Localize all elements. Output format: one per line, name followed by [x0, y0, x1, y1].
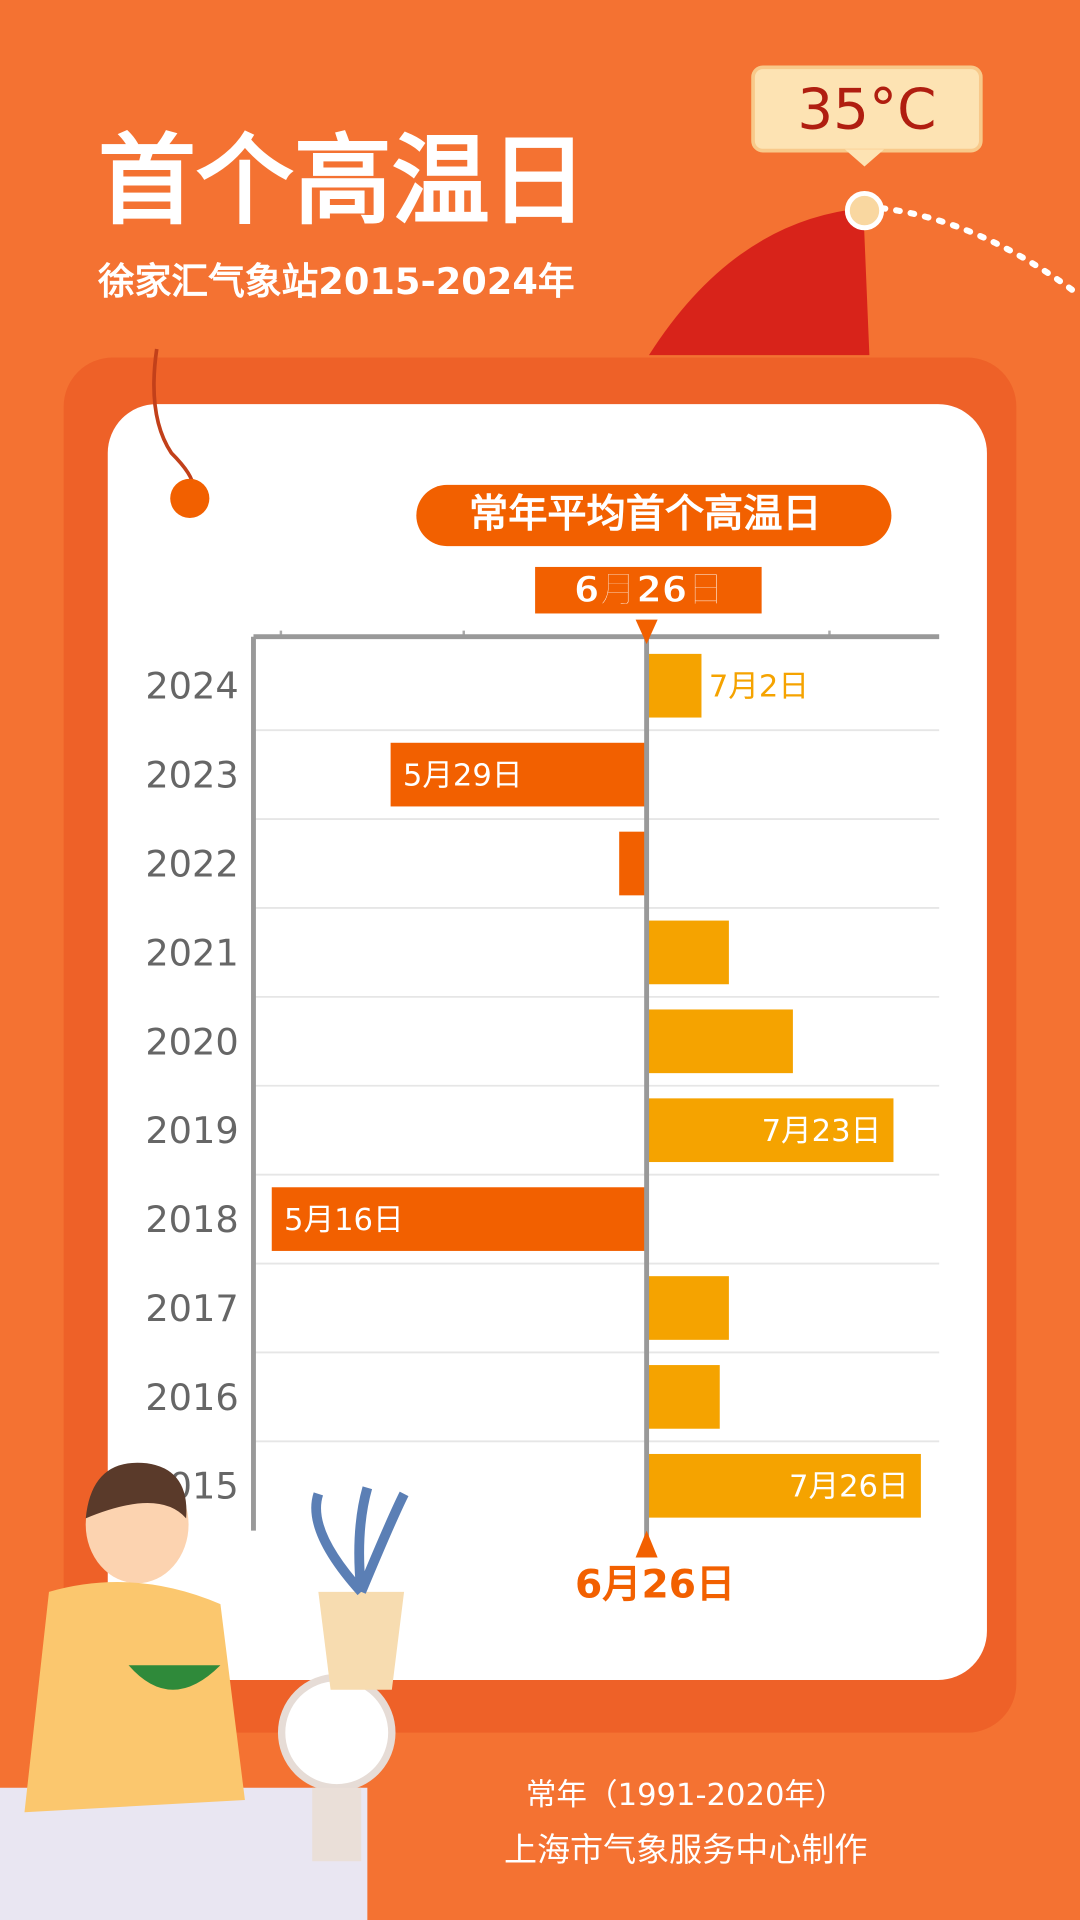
y-tick-label: 2020 — [145, 1020, 238, 1063]
fan-stand — [312, 1787, 362, 1862]
y-tick-label: 2017 — [145, 1287, 238, 1330]
title: 首个高温日 — [98, 124, 588, 238]
reference-date-bottom: 6月26日 — [575, 1562, 735, 1607]
illustration — [0, 1462, 409, 1920]
bar — [646, 920, 729, 985]
reference-pill — [416, 484, 892, 547]
footnote: 上海市气象服务中心制作 — [504, 1830, 868, 1869]
fan — [277, 1673, 396, 1792]
y-tick-label: 2021 — [145, 931, 238, 974]
leaves — [311, 1486, 409, 1596]
curve-point — [844, 191, 885, 231]
bar — [390, 742, 647, 807]
data-label: 5月29日 — [403, 759, 523, 794]
data-label: 7月26日 — [789, 1470, 909, 1505]
bar — [619, 831, 647, 896]
bar — [646, 1365, 720, 1429]
bar — [646, 1009, 793, 1074]
temperature-curve — [648, 208, 870, 356]
y-tick-label: 2024 — [145, 665, 238, 708]
hook-dot — [170, 478, 210, 518]
y-tick-label: 2022 — [145, 842, 238, 885]
reference-marker — [635, 1530, 658, 1558]
reference-marker — [635, 619, 658, 645]
data-label: 7月23日 — [762, 1114, 882, 1149]
bar — [646, 1276, 729, 1340]
data-label: 5月16日 — [284, 1203, 404, 1238]
person-body — [24, 1582, 245, 1813]
reference-date-top: 6月26日 — [574, 568, 724, 611]
bar — [646, 1453, 921, 1518]
bar — [271, 1187, 647, 1251]
watermelon — [128, 1665, 221, 1690]
badge: 35°C — [797, 77, 936, 142]
subtitle: 徐家汇气象站2015-2024年 — [97, 260, 575, 303]
card — [107, 404, 987, 1680]
y-tick-label: 2016 — [145, 1376, 238, 1419]
badge-pointer — [844, 149, 885, 167]
y-tick-label: 2019 — [145, 1109, 238, 1152]
reference-label: 常年平均首个高温日 — [469, 492, 822, 537]
person-hair — [85, 1462, 187, 1519]
footnote: 常年（1991-2020年） — [526, 1778, 846, 1813]
y-tick-label: 2018 — [145, 1198, 238, 1241]
bar — [646, 1098, 894, 1163]
dotted-curve — [878, 205, 1080, 297]
y-tick-label: 2023 — [145, 754, 238, 797]
data-label: 7月2日 — [709, 670, 809, 705]
bar — [646, 653, 702, 718]
vase — [318, 1591, 405, 1690]
reference-date-box — [535, 566, 762, 614]
